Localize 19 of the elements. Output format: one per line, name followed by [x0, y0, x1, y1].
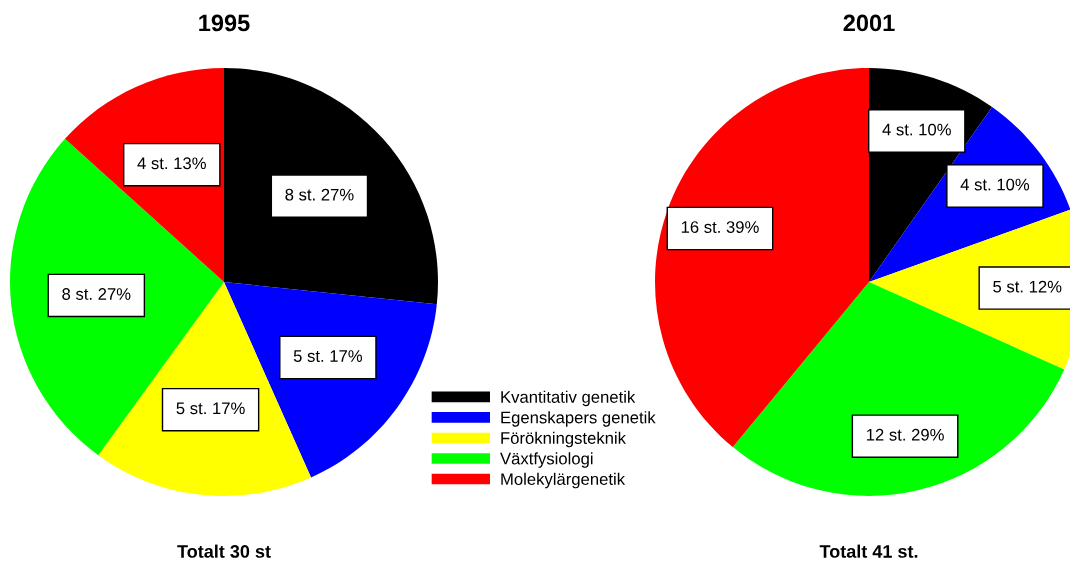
data-label: 4 st. 10%: [960, 178, 1030, 191]
data-label: 4 st. 10%: [882, 123, 951, 136]
data-label: 5 st. 17%: [293, 350, 363, 362]
data-label: 8 st. 27%: [62, 288, 131, 300]
legend-label: Förökningsteknik: [501, 431, 627, 448]
legend-label: Molekylärgenetik: [501, 472, 626, 489]
data-label: 4 st. 13%: [137, 157, 206, 170]
text: Totalt 41 st.: [819, 544, 918, 558]
legend-label: Kvantitativ genetik: [501, 390, 636, 407]
text: Totalt 30 st: [177, 544, 271, 558]
data-label: 12 st. 29%: [866, 428, 944, 441]
chart-title: 1995: [199, 14, 250, 32]
data-label: 8 st. 27%: [285, 188, 354, 201]
legend-label: Egenskapers genetik: [501, 411, 656, 427]
data-label: 5 st. 17%: [176, 402, 245, 415]
data-label: 16 st. 39%: [681, 221, 759, 233]
chart-title: 2001: [843, 14, 895, 32]
data-label: 5 st. 12%: [993, 280, 1062, 293]
legend-label: Växtfysiologi: [500, 452, 593, 468]
